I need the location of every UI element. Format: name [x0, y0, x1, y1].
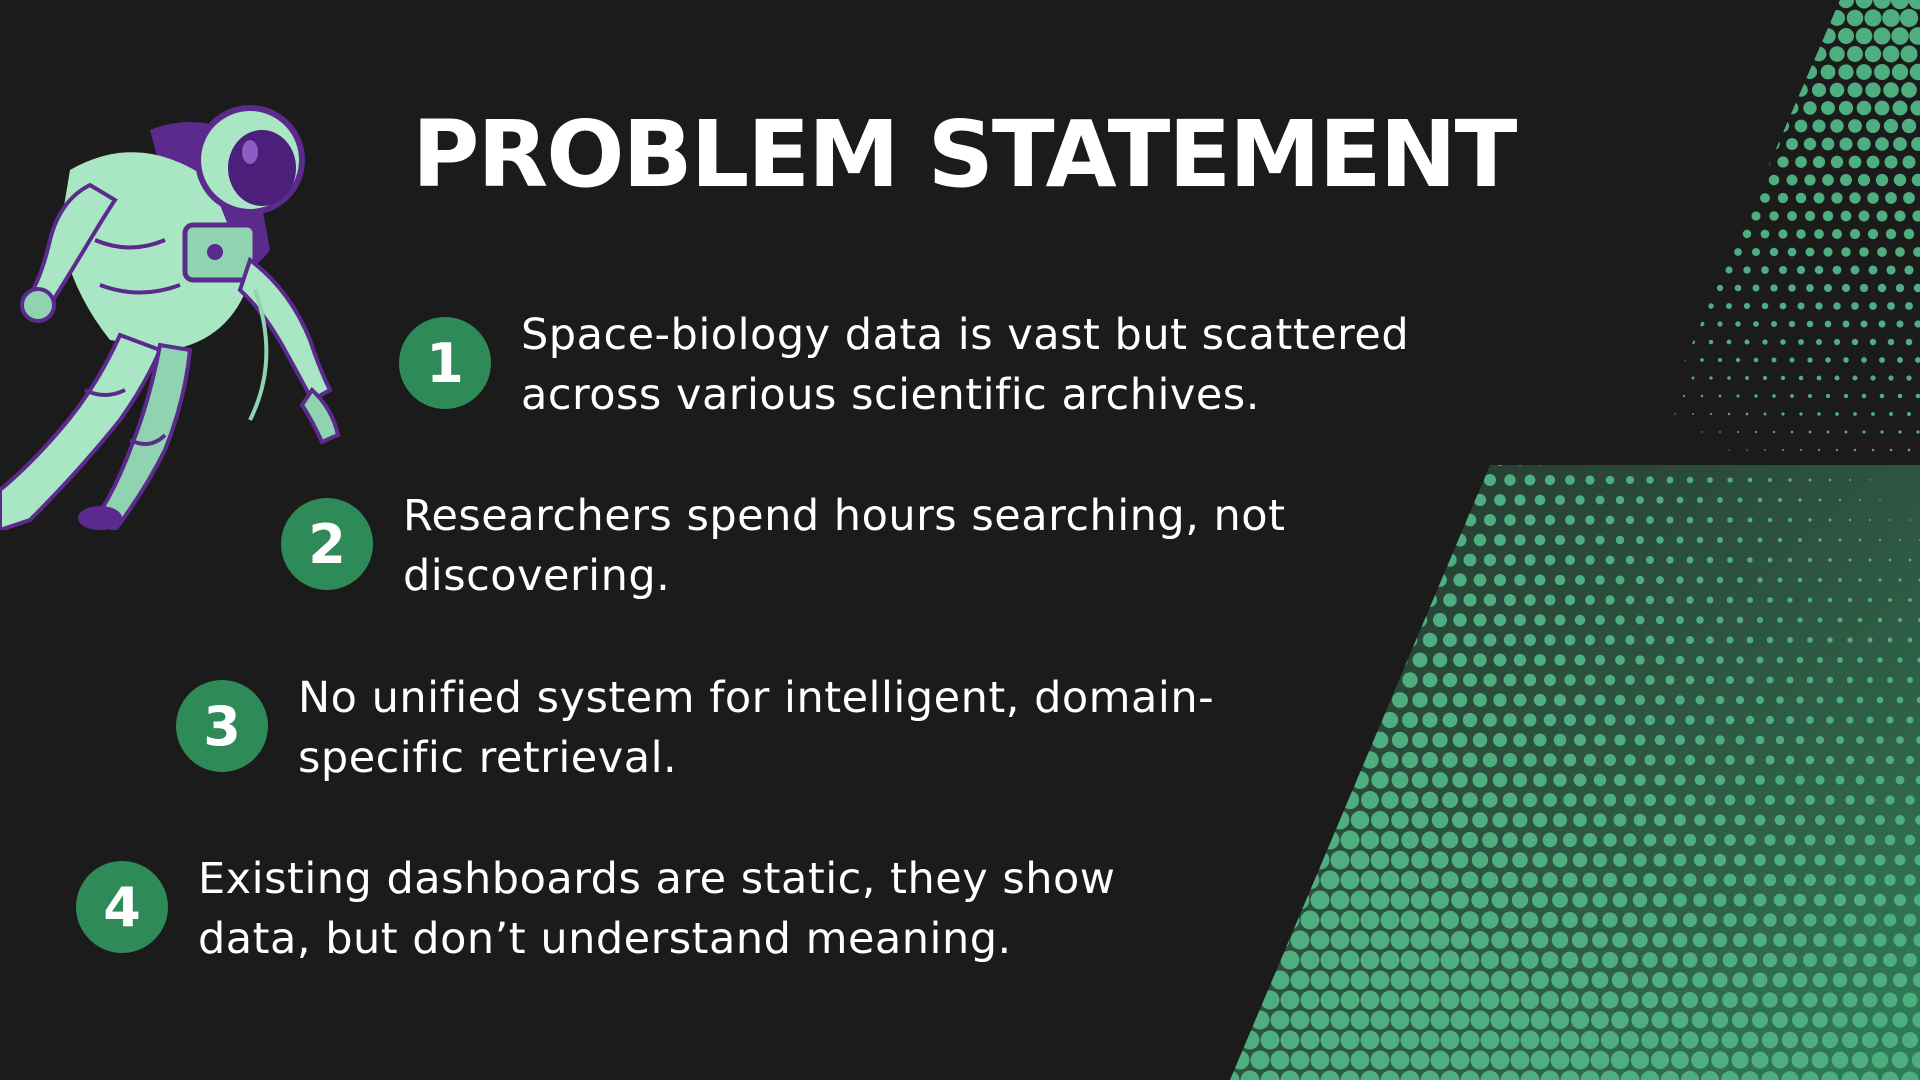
- page-title: PROBLEM STATEMENT: [412, 101, 1517, 208]
- problem-point-4: 4 Existing dashboards are static, they s…: [76, 849, 1148, 969]
- problem-text-4: Existing dashboards are static, they sho…: [198, 854, 1116, 964]
- problem-point-1: 1 Space-biology data is vast but scatter…: [399, 305, 1461, 425]
- number-badge-2: 2: [281, 498, 373, 590]
- problem-text-1: Space-biology data is vast but scattered…: [521, 310, 1410, 420]
- number-badge-3: 3: [176, 680, 268, 772]
- problem-point-2: 2 Researchers spend hours searching, not…: [281, 486, 1333, 606]
- astronaut-illustration: [0, 105, 341, 530]
- problem-text-3: No unified system for intelligent, domai…: [298, 673, 1215, 783]
- number-badge-4: 4: [76, 861, 168, 953]
- problem-point-3: 3 No unified system for intelligent, dom…: [176, 668, 1238, 788]
- problem-text-2: Researchers spend hours searching, not d…: [403, 491, 1286, 601]
- number-badge-1: 1: [399, 317, 491, 409]
